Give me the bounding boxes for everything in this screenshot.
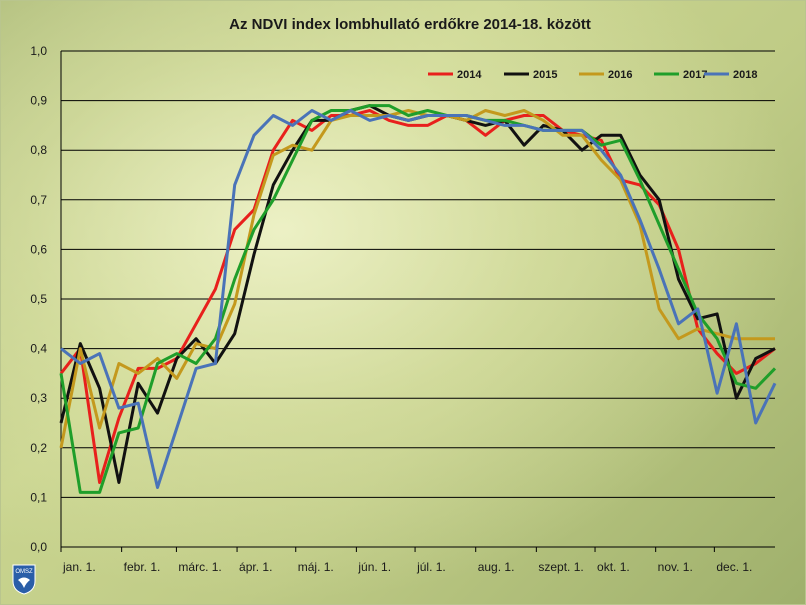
x-tick-label: nov. 1. (658, 560, 693, 574)
x-tick-label: febr. 1. (124, 560, 161, 574)
y-tick-label: 0,9 (30, 94, 47, 108)
logo-emblem-icon (18, 577, 30, 588)
x-tick-label: dec. 1. (716, 560, 752, 574)
series-line-2014 (59, 109, 776, 484)
x-tick-label: máj. 1. (298, 560, 334, 574)
y-tick-label: 0,8 (30, 143, 47, 157)
y-tick-label: 0,2 (30, 441, 47, 455)
y-tick-label: 0,4 (30, 342, 47, 356)
legend-label-2017: 2017 (683, 69, 707, 81)
x-tick-label: júl. 1. (416, 560, 446, 574)
omsz-logo: OMSZ (11, 561, 37, 595)
y-tick-label: 1,0 (30, 44, 47, 58)
x-tick-label: ápr. 1. (239, 560, 272, 574)
x-axis: jan. 1. febr. 1. márc. 1. ápr. 1. máj. 1. jún… (60, 547, 752, 574)
series-line-2017 (59, 104, 777, 494)
x-tick-label: aug. 1. (478, 560, 515, 574)
y-tick-label: 0,5 (30, 292, 47, 306)
legend-label-2016: 2016 (608, 69, 632, 81)
y-tick-label: 0,1 (30, 490, 47, 504)
legend-label-2014: 2014 (457, 69, 482, 81)
logo-text: OMSZ (15, 569, 33, 575)
x-tick-label: márc. 1. (178, 560, 221, 574)
y-tick-label: 0,7 (30, 193, 47, 207)
y-tick-label: 0,0 (30, 540, 47, 554)
chart-title: Az NDVI index lombhullató erdőkre 2014-1… (229, 16, 591, 33)
y-axis: 0,0 0,1 0,2 0,3 0,4 0,5 0,6 0,7 0,8 0,9 1,0 (30, 44, 62, 554)
legend-label-2018: 2018 (733, 69, 757, 81)
legend: 2014 2015 2016 2017 2018 (428, 69, 757, 81)
x-tick-label: jan. 1. (62, 560, 96, 574)
x-tick-label: jún. 1. (357, 560, 391, 574)
gridlines (61, 50, 775, 548)
series-lines (59, 104, 777, 494)
series-line-2018 (60, 109, 777, 489)
y-tick-label: 0,6 (30, 242, 47, 256)
y-tick-label: 0,3 (30, 391, 47, 405)
x-tick-label: okt. 1. (597, 560, 630, 574)
legend-label-2015: 2015 (533, 69, 557, 81)
x-tick-label: szept. 1. (538, 560, 583, 574)
series-line-2016 (59, 109, 775, 449)
